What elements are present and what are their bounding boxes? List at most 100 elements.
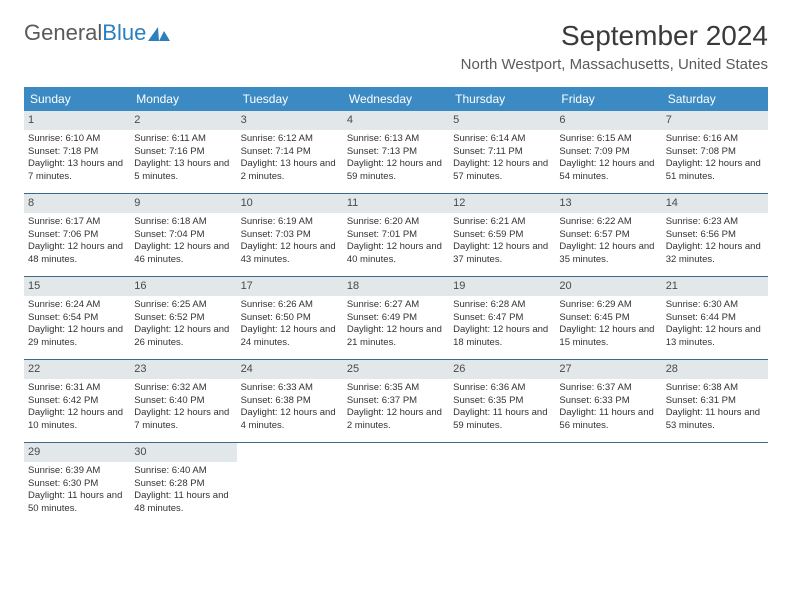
day-sunset: Sunset: 7:04 PM	[134, 229, 232, 242]
day-cell: 16Sunrise: 6:25 AMSunset: 6:52 PMDayligh…	[130, 277, 236, 359]
day-number: 3	[237, 111, 343, 130]
day-sunset: Sunset: 7:06 PM	[28, 229, 126, 242]
day-sunset: Sunset: 6:44 PM	[666, 312, 764, 325]
day-number: 24	[237, 360, 343, 379]
day-sunrise: Sunrise: 6:30 AM	[666, 299, 764, 312]
day-sunset: Sunset: 6:56 PM	[666, 229, 764, 242]
logo-text-1: General	[24, 20, 102, 46]
day-cell	[237, 443, 343, 525]
day-number: 14	[662, 194, 768, 213]
day-cell: 13Sunrise: 6:22 AMSunset: 6:57 PMDayligh…	[555, 194, 661, 276]
day-sunrise: Sunrise: 6:22 AM	[559, 216, 657, 229]
day-sunrise: Sunrise: 6:36 AM	[453, 382, 551, 395]
day-number: 4	[343, 111, 449, 130]
day-daylight: Daylight: 12 hours and 26 minutes.	[134, 324, 232, 350]
day-sunrise: Sunrise: 6:39 AM	[28, 465, 126, 478]
day-cell: 10Sunrise: 6:19 AMSunset: 7:03 PMDayligh…	[237, 194, 343, 276]
day-daylight: Daylight: 13 hours and 7 minutes.	[28, 158, 126, 184]
day-daylight: Daylight: 12 hours and 35 minutes.	[559, 241, 657, 267]
day-cell: 28Sunrise: 6:38 AMSunset: 6:31 PMDayligh…	[662, 360, 768, 442]
day-sunset: Sunset: 6:52 PM	[134, 312, 232, 325]
day-number: 13	[555, 194, 661, 213]
day-header-cell: Friday	[555, 87, 661, 111]
day-number: 28	[662, 360, 768, 379]
day-number: 26	[449, 360, 555, 379]
day-number: 12	[449, 194, 555, 213]
day-cell: 24Sunrise: 6:33 AMSunset: 6:38 PMDayligh…	[237, 360, 343, 442]
day-daylight: Daylight: 12 hours and 4 minutes.	[241, 407, 339, 433]
day-daylight: Daylight: 12 hours and 10 minutes.	[28, 407, 126, 433]
logo: GeneralBlue	[24, 20, 170, 46]
day-number: 21	[662, 277, 768, 296]
day-daylight: Daylight: 11 hours and 50 minutes.	[28, 490, 126, 516]
day-sunrise: Sunrise: 6:24 AM	[28, 299, 126, 312]
day-daylight: Daylight: 12 hours and 37 minutes.	[453, 241, 551, 267]
day-number: 25	[343, 360, 449, 379]
day-number: 16	[130, 277, 236, 296]
calendar: SundayMondayTuesdayWednesdayThursdayFrid…	[24, 87, 768, 525]
location: North Westport, Massachusetts, United St…	[461, 56, 768, 73]
day-number: 15	[24, 277, 130, 296]
day-daylight: Daylight: 12 hours and 40 minutes.	[347, 241, 445, 267]
day-cell	[662, 443, 768, 525]
day-sunset: Sunset: 6:54 PM	[28, 312, 126, 325]
day-daylight: Daylight: 11 hours and 53 minutes.	[666, 407, 764, 433]
day-sunrise: Sunrise: 6:27 AM	[347, 299, 445, 312]
day-cell: 8Sunrise: 6:17 AMSunset: 7:06 PMDaylight…	[24, 194, 130, 276]
day-daylight: Daylight: 12 hours and 32 minutes.	[666, 241, 764, 267]
week-row: 29 Sunrise: 6:39 AMSunset: 6:30 PMDayligh…	[24, 442, 768, 525]
day-cell: 29 Sunrise: 6:39 AMSunset: 6:30 PMDayligh…	[24, 443, 130, 525]
day-sunrise: Sunrise: 6:10 AM	[28, 133, 126, 146]
day-daylight: Daylight: 12 hours and 15 minutes.	[559, 324, 657, 350]
day-number: 29	[24, 443, 130, 462]
day-sunset: Sunset: 7:08 PM	[666, 146, 764, 159]
header: GeneralBlue September 2024 North Westpor…	[24, 20, 768, 73]
day-daylight: Daylight: 12 hours and 21 minutes.	[347, 324, 445, 350]
day-sunrise: Sunrise: 6:32 AM	[134, 382, 232, 395]
day-cell	[343, 443, 449, 525]
day-cell: 2Sunrise: 6:11 AMSunset: 7:16 PMDaylight…	[130, 111, 236, 193]
day-sunset: Sunset: 6:40 PM	[134, 395, 232, 408]
day-number: 22	[24, 360, 130, 379]
day-number: 9	[130, 194, 236, 213]
day-number: 2	[130, 111, 236, 130]
day-header-row: SundayMondayTuesdayWednesdayThursdayFrid…	[24, 87, 768, 111]
day-cell: 6Sunrise: 6:15 AMSunset: 7:09 PMDaylight…	[555, 111, 661, 193]
day-number: 1	[24, 111, 130, 130]
day-daylight: Daylight: 12 hours and 51 minutes.	[666, 158, 764, 184]
day-sunset: Sunset: 6:33 PM	[559, 395, 657, 408]
day-header-cell: Sunday	[24, 87, 130, 111]
day-cell: 7Sunrise: 6:16 AMSunset: 7:08 PMDaylight…	[662, 111, 768, 193]
day-number: 18	[343, 277, 449, 296]
day-cell: 17Sunrise: 6:26 AMSunset: 6:50 PMDayligh…	[237, 277, 343, 359]
day-sunset: Sunset: 6:30 PM	[28, 478, 126, 491]
day-sunrise: Sunrise: 6:35 AM	[347, 382, 445, 395]
day-sunset: Sunset: 6:45 PM	[559, 312, 657, 325]
day-sunrise: Sunrise: 6:17 AM	[28, 216, 126, 229]
day-daylight: Daylight: 13 hours and 5 minutes.	[134, 158, 232, 184]
day-daylight: Daylight: 12 hours and 48 minutes.	[28, 241, 126, 267]
day-sunrise: Sunrise: 6:21 AM	[453, 216, 551, 229]
day-cell: 20Sunrise: 6:29 AMSunset: 6:45 PMDayligh…	[555, 277, 661, 359]
day-sunset: Sunset: 7:18 PM	[28, 146, 126, 159]
day-cell: 12Sunrise: 6:21 AMSunset: 6:59 PMDayligh…	[449, 194, 555, 276]
day-cell: 26Sunrise: 6:36 AMSunset: 6:35 PMDayligh…	[449, 360, 555, 442]
day-header-cell: Saturday	[662, 87, 768, 111]
day-sunset: Sunset: 7:01 PM	[347, 229, 445, 242]
day-daylight: Daylight: 12 hours and 46 minutes.	[134, 241, 232, 267]
day-cell: 14Sunrise: 6:23 AMSunset: 6:56 PMDayligh…	[662, 194, 768, 276]
weeks-container: 1Sunrise: 6:10 AMSunset: 7:18 PMDaylight…	[24, 111, 768, 525]
day-sunrise: Sunrise: 6:40 AM	[134, 465, 232, 478]
day-daylight: Daylight: 13 hours and 2 minutes.	[241, 158, 339, 184]
title-block: September 2024 North Westport, Massachus…	[461, 20, 768, 73]
day-sunset: Sunset: 7:11 PM	[453, 146, 551, 159]
day-daylight: Daylight: 11 hours and 56 minutes.	[559, 407, 657, 433]
day-daylight: Daylight: 12 hours and 7 minutes.	[134, 407, 232, 433]
day-sunrise: Sunrise: 6:31 AM	[28, 382, 126, 395]
day-sunset: Sunset: 6:42 PM	[28, 395, 126, 408]
day-daylight: Daylight: 12 hours and 13 minutes.	[666, 324, 764, 350]
day-header-cell: Monday	[130, 87, 236, 111]
day-number: 19	[449, 277, 555, 296]
day-number: 7	[662, 111, 768, 130]
day-sunset: Sunset: 6:31 PM	[666, 395, 764, 408]
